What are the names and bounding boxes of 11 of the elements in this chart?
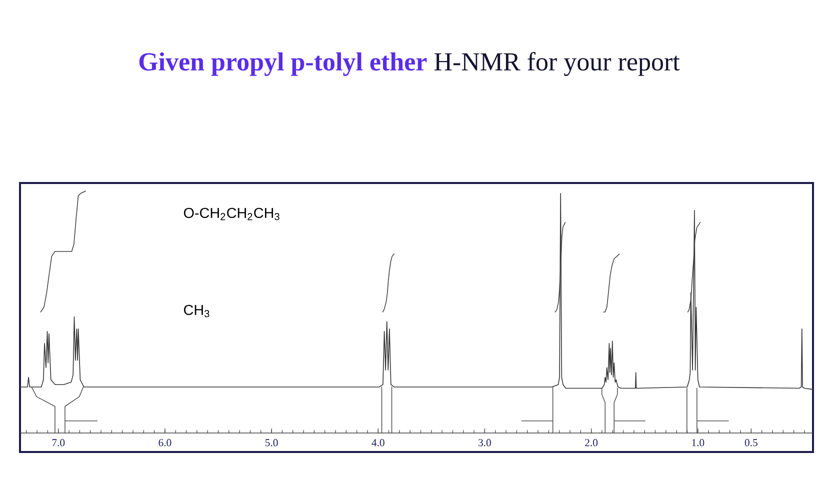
x-tick-label: 6.0 xyxy=(158,439,172,446)
x-tick-label: 0.5 xyxy=(744,439,758,446)
annotation: O-CH$_{2}$CH$_{2}$CH$_{3}$ xyxy=(184,208,280,220)
x-tick-label: 5.0 xyxy=(266,439,278,446)
annotation: CH$_{3}$ xyxy=(184,304,210,318)
x-tick-label: 2.0 xyxy=(585,439,598,446)
x-tick-label: 4.0 xyxy=(372,439,384,446)
x-tick-label: 1.0 xyxy=(692,439,704,446)
x-tick-label: 3.0 xyxy=(478,439,491,446)
chart-title: Given propyl p-tolyl ether H-NMR for your report xyxy=(139,52,680,76)
x-tick-label: 7.0 xyxy=(52,439,65,446)
